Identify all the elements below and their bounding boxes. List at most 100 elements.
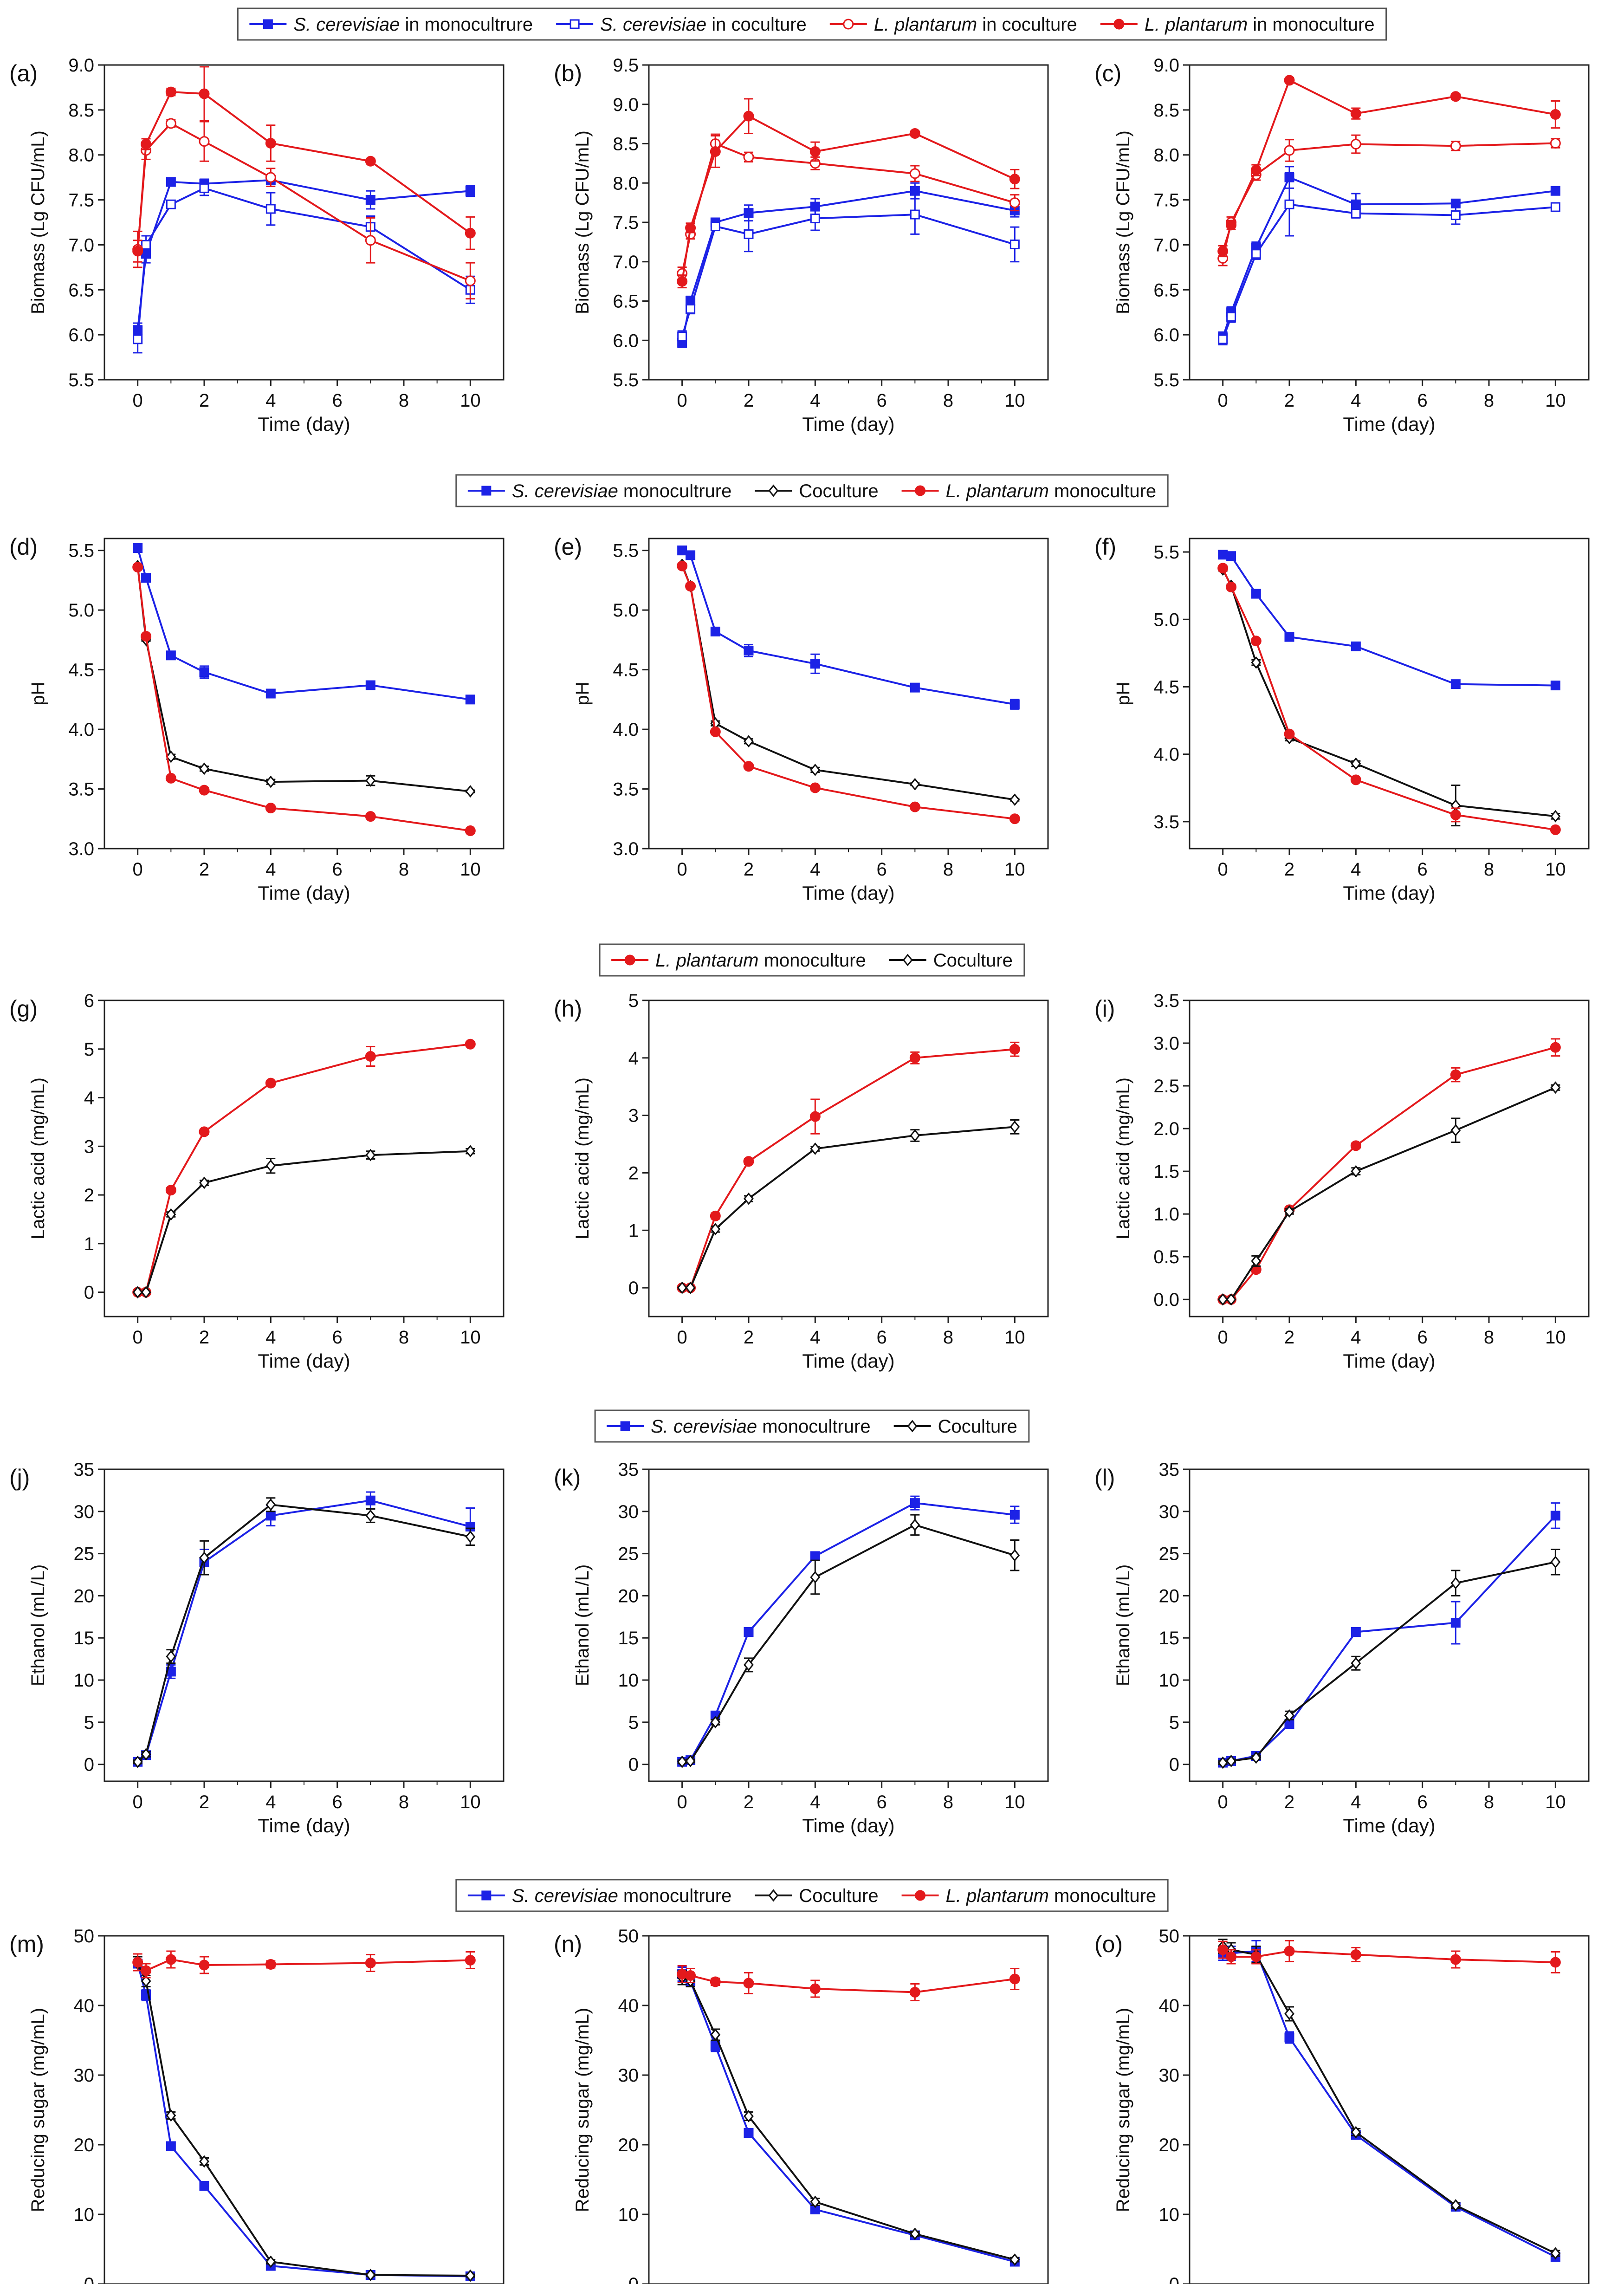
data-point (744, 229, 754, 239)
data-point (810, 214, 820, 224)
data-point (265, 803, 276, 814)
y-tick-label: 20 (618, 1586, 639, 1606)
y-tick-label: 25 (618, 1544, 639, 1564)
legend-marker (843, 19, 854, 30)
legend-marker (1113, 19, 1125, 30)
y-tick-label: 4.5 (613, 660, 639, 681)
legend-item: Coculture (893, 1416, 1017, 1437)
legend-marker (902, 954, 913, 967)
y-tick-label: 0 (84, 1755, 94, 1775)
series-line (681, 565, 1015, 820)
y-tick-label: 0 (1169, 2274, 1179, 2284)
data-point (1250, 636, 1262, 647)
y-tick-label: 9.0 (1153, 55, 1179, 76)
x-tick-label: 2 (1284, 1792, 1294, 1812)
data-point (744, 646, 754, 656)
data-point (1284, 1709, 1294, 1722)
x-tick-label: 6 (1417, 1792, 1428, 1812)
x-tick-label: 2 (744, 1792, 754, 1812)
x-tick-label: 8 (1484, 859, 1494, 880)
legend-box (455, 1879, 1169, 1912)
x-tick-label: 2 (1284, 1327, 1294, 1348)
y-tick-label: 7.5 (68, 190, 94, 211)
data-point (141, 1286, 151, 1298)
x-tick-label: 6 (877, 859, 887, 880)
y-tick-label: 7.0 (68, 235, 94, 255)
legend-label: L. plantarum monoculture (946, 1886, 1157, 1906)
y-tick-label: 40 (1159, 1996, 1180, 2016)
y-tick-label: 3.0 (613, 839, 639, 859)
y-tick-label: 4 (628, 1048, 639, 1069)
data-point (265, 138, 276, 149)
y-tick-label: 40 (74, 1996, 95, 2016)
data-point (677, 560, 688, 571)
data-point (199, 785, 210, 796)
y-tick-label: 30 (618, 1502, 639, 1522)
data-point (1450, 2199, 1461, 2212)
panel-label: (b) (554, 60, 582, 86)
data-point (165, 1954, 176, 1965)
data-point (166, 177, 176, 187)
x-tick-label: 0 (677, 390, 687, 411)
data-point (1009, 699, 1020, 709)
series-sc_mono (677, 1495, 1020, 1767)
y-axis-label: Ethanol (mL/L) (28, 1564, 48, 1686)
data-point (1550, 1556, 1561, 1569)
data-point (1226, 582, 1237, 593)
data-point (365, 1148, 376, 1161)
data-point (710, 1976, 721, 1987)
x-tick-label: 6 (877, 1792, 887, 1812)
legend-item: S. cerevisiae monocultrure (467, 1886, 731, 1906)
data-point (465, 2269, 476, 2282)
y-tick-label: 2 (84, 1185, 94, 1206)
data-point (744, 1627, 754, 1637)
legend-marker (768, 1889, 779, 1902)
x-tick-label: 10 (1004, 1327, 1025, 1348)
y-axis-label: pH (1113, 681, 1133, 705)
data-point (1226, 1755, 1236, 1767)
series-lp_mono (1217, 563, 1561, 835)
data-point (1550, 202, 1560, 212)
plot-frame (104, 1935, 505, 2284)
data-point (1351, 1627, 1361, 1637)
data-point (909, 1987, 920, 1998)
data-point (743, 1156, 754, 1167)
data-point (909, 1052, 920, 1064)
legend-item: S. cerevisiae monocultrure (467, 481, 731, 501)
series-line (1222, 1949, 1556, 1963)
series-line (136, 91, 471, 252)
y-tick-label: 30 (1159, 1502, 1180, 1522)
data-point (199, 88, 210, 99)
data-point (141, 631, 152, 642)
legend-marker (624, 954, 635, 966)
data-point (744, 2128, 754, 2138)
legend-text: monoculture (758, 950, 866, 971)
data-point (710, 726, 721, 737)
x-tick-label: 0 (133, 859, 143, 880)
series-line (136, 187, 471, 339)
panel-j: (j) 0 5 10 15 20 25 30 35 0 2 4 6 8 10 Time (day) Ethano… (9, 1460, 505, 1836)
data-point (1009, 813, 1020, 824)
y-tick-label: 8.0 (613, 173, 639, 194)
data-point (1450, 1954, 1461, 1965)
legend-text: Coculture (799, 1886, 878, 1906)
data-point (1450, 140, 1461, 151)
y-tick-label: 0.0 (1153, 1290, 1179, 1310)
legend-italic: S. cerevisiae (512, 481, 618, 501)
data-point (909, 168, 920, 179)
data-point (1009, 2253, 1020, 2266)
legend-label: L. plantarum monoculture (655, 950, 866, 971)
data-point (710, 626, 720, 636)
data-point (810, 2195, 821, 2208)
legend-label: S. cerevisiae in coculture (600, 14, 807, 35)
y-tick-label: 5 (628, 1713, 639, 1733)
data-point (1009, 1973, 1020, 1985)
panel-label: (l) (1094, 1465, 1115, 1491)
plot-frame (104, 64, 505, 381)
panel-label: (g) (9, 996, 38, 1022)
series-lp_co (1217, 134, 1561, 266)
data-point (685, 1281, 696, 1294)
x-axis-label: Time (day) (1343, 413, 1435, 435)
data-point (677, 1755, 687, 1768)
